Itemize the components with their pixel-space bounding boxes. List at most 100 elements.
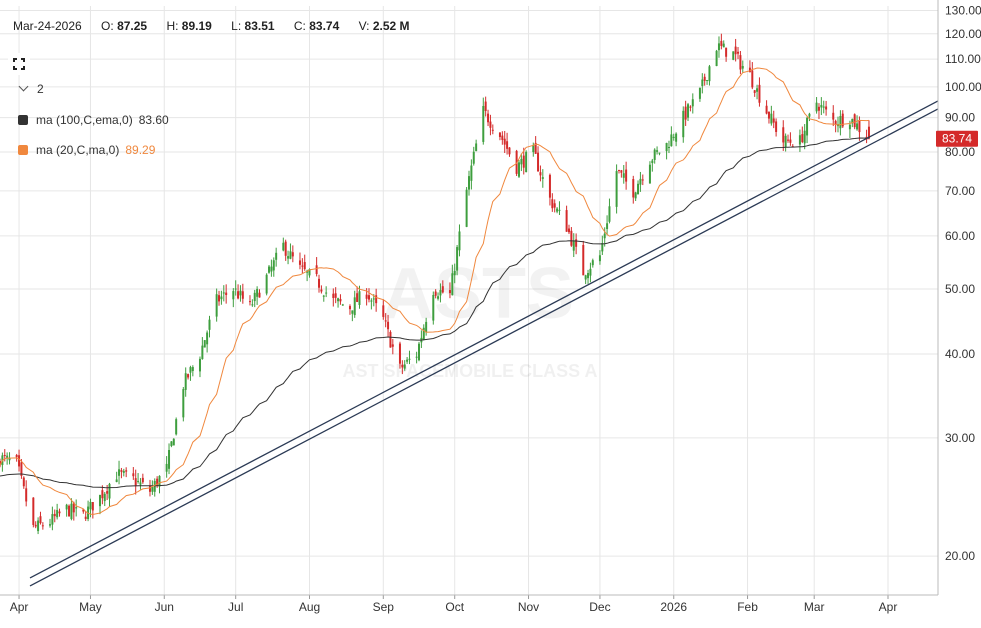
candle-body — [658, 152, 661, 154]
y-tick-label: 130.00 — [945, 3, 981, 17]
candle-body — [715, 50, 718, 67]
candle-body — [468, 176, 470, 190]
candle-body — [406, 359, 409, 362]
candle-body — [772, 118, 775, 123]
candle-body — [56, 509, 59, 518]
candle-body — [682, 110, 685, 138]
candle-body — [565, 210, 568, 232]
candle-body — [439, 289, 442, 296]
candle-body — [520, 158, 523, 165]
candle-body — [525, 151, 528, 173]
candle-body — [615, 171, 618, 207]
candle-body — [739, 55, 742, 70]
candle-body — [541, 177, 544, 179]
candle-body — [637, 183, 640, 195]
candle-body — [465, 189, 468, 227]
candle-body — [25, 488, 28, 502]
candle-body — [451, 273, 454, 296]
candle-body — [748, 67, 751, 73]
candle-body — [734, 46, 737, 55]
candle-body — [501, 135, 504, 140]
candle-body — [234, 288, 237, 290]
candle-body — [701, 79, 704, 87]
candle-body — [172, 438, 175, 446]
candle-body — [387, 321, 390, 330]
candle-body — [632, 179, 635, 198]
candle-body — [589, 268, 592, 276]
candle-body — [275, 252, 278, 260]
candle-body — [270, 266, 273, 272]
candle-body — [358, 291, 361, 305]
legend-ma20[interactable]: ma (20,C,ma,0) 89.29 — [18, 143, 155, 157]
candle-body — [408, 358, 411, 360]
candle-body — [201, 345, 204, 360]
candle-body — [101, 490, 104, 499]
candle-body — [687, 104, 690, 118]
x-tick-label: Mar — [804, 600, 825, 614]
candles — [0, 33, 870, 535]
candle-body — [587, 273, 590, 279]
candle-body — [356, 293, 359, 302]
candle-body — [506, 141, 509, 149]
candle-body — [532, 145, 535, 153]
candle-body — [817, 106, 820, 111]
expand-icon[interactable] — [8, 53, 30, 75]
studies-count: 2 — [37, 82, 44, 96]
candle-body — [670, 134, 673, 147]
trendline-channel[interactable] — [29, 100, 939, 587]
candle-body — [318, 278, 321, 288]
candle-body — [422, 327, 425, 340]
candle-body — [322, 295, 325, 297]
candle-body — [825, 106, 828, 110]
candle-body — [575, 239, 578, 247]
candle-body — [303, 262, 306, 270]
candle-body — [787, 139, 790, 141]
studies-toggle[interactable]: 2 — [18, 81, 44, 96]
candle-body — [398, 343, 401, 364]
candle-body — [651, 160, 654, 164]
candle-body — [218, 295, 221, 302]
candle-body — [717, 43, 720, 51]
candle-body — [89, 501, 92, 510]
candle-body — [351, 310, 354, 314]
legend-ma100[interactable]: ma (100,C,ema,0) 83.60 — [18, 113, 169, 127]
candle-body — [251, 304, 254, 306]
candle-body — [203, 340, 206, 348]
candle-body — [782, 127, 785, 143]
x-tick-label: Aug — [299, 600, 320, 614]
candle-body — [98, 494, 101, 507]
candle-body — [498, 132, 501, 137]
candle-body — [853, 114, 856, 128]
candle-body — [58, 511, 61, 514]
candle-body — [325, 292, 328, 294]
candle-body — [856, 123, 859, 130]
ma20-swatch — [18, 145, 28, 155]
candle-body — [551, 199, 554, 209]
candle-body — [598, 255, 601, 262]
candle-body — [168, 450, 171, 469]
candle-body — [691, 99, 694, 107]
volume-value: 2.52 M — [372, 19, 410, 33]
candle-body — [639, 178, 642, 185]
candle-body — [775, 121, 778, 132]
watermark-name: AST SPACEMOBILE CLASS A — [342, 361, 597, 381]
candle-body — [432, 294, 435, 321]
candle-body — [820, 104, 823, 108]
candle-body — [289, 251, 292, 259]
candle-body — [620, 170, 623, 173]
trendline-lower — [29, 108, 939, 587]
candle-body — [158, 475, 161, 487]
x-tick-label: Jul — [228, 600, 243, 614]
candle-body — [184, 373, 187, 390]
y-tick-label: 60.00 — [945, 229, 975, 243]
x-tick-label: May — [79, 600, 102, 614]
candle-body — [68, 505, 71, 517]
candle-body — [284, 241, 287, 256]
x-tick-label: Jun — [155, 600, 174, 614]
candle-body — [706, 79, 709, 81]
candle-body — [91, 502, 94, 511]
ma20-line — [0, 67, 870, 516]
candle-body — [753, 90, 756, 93]
